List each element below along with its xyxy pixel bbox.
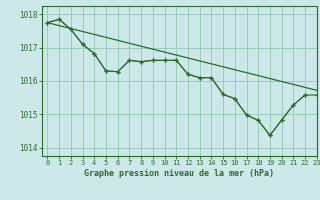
X-axis label: Graphe pression niveau de la mer (hPa): Graphe pression niveau de la mer (hPa) bbox=[84, 169, 274, 178]
